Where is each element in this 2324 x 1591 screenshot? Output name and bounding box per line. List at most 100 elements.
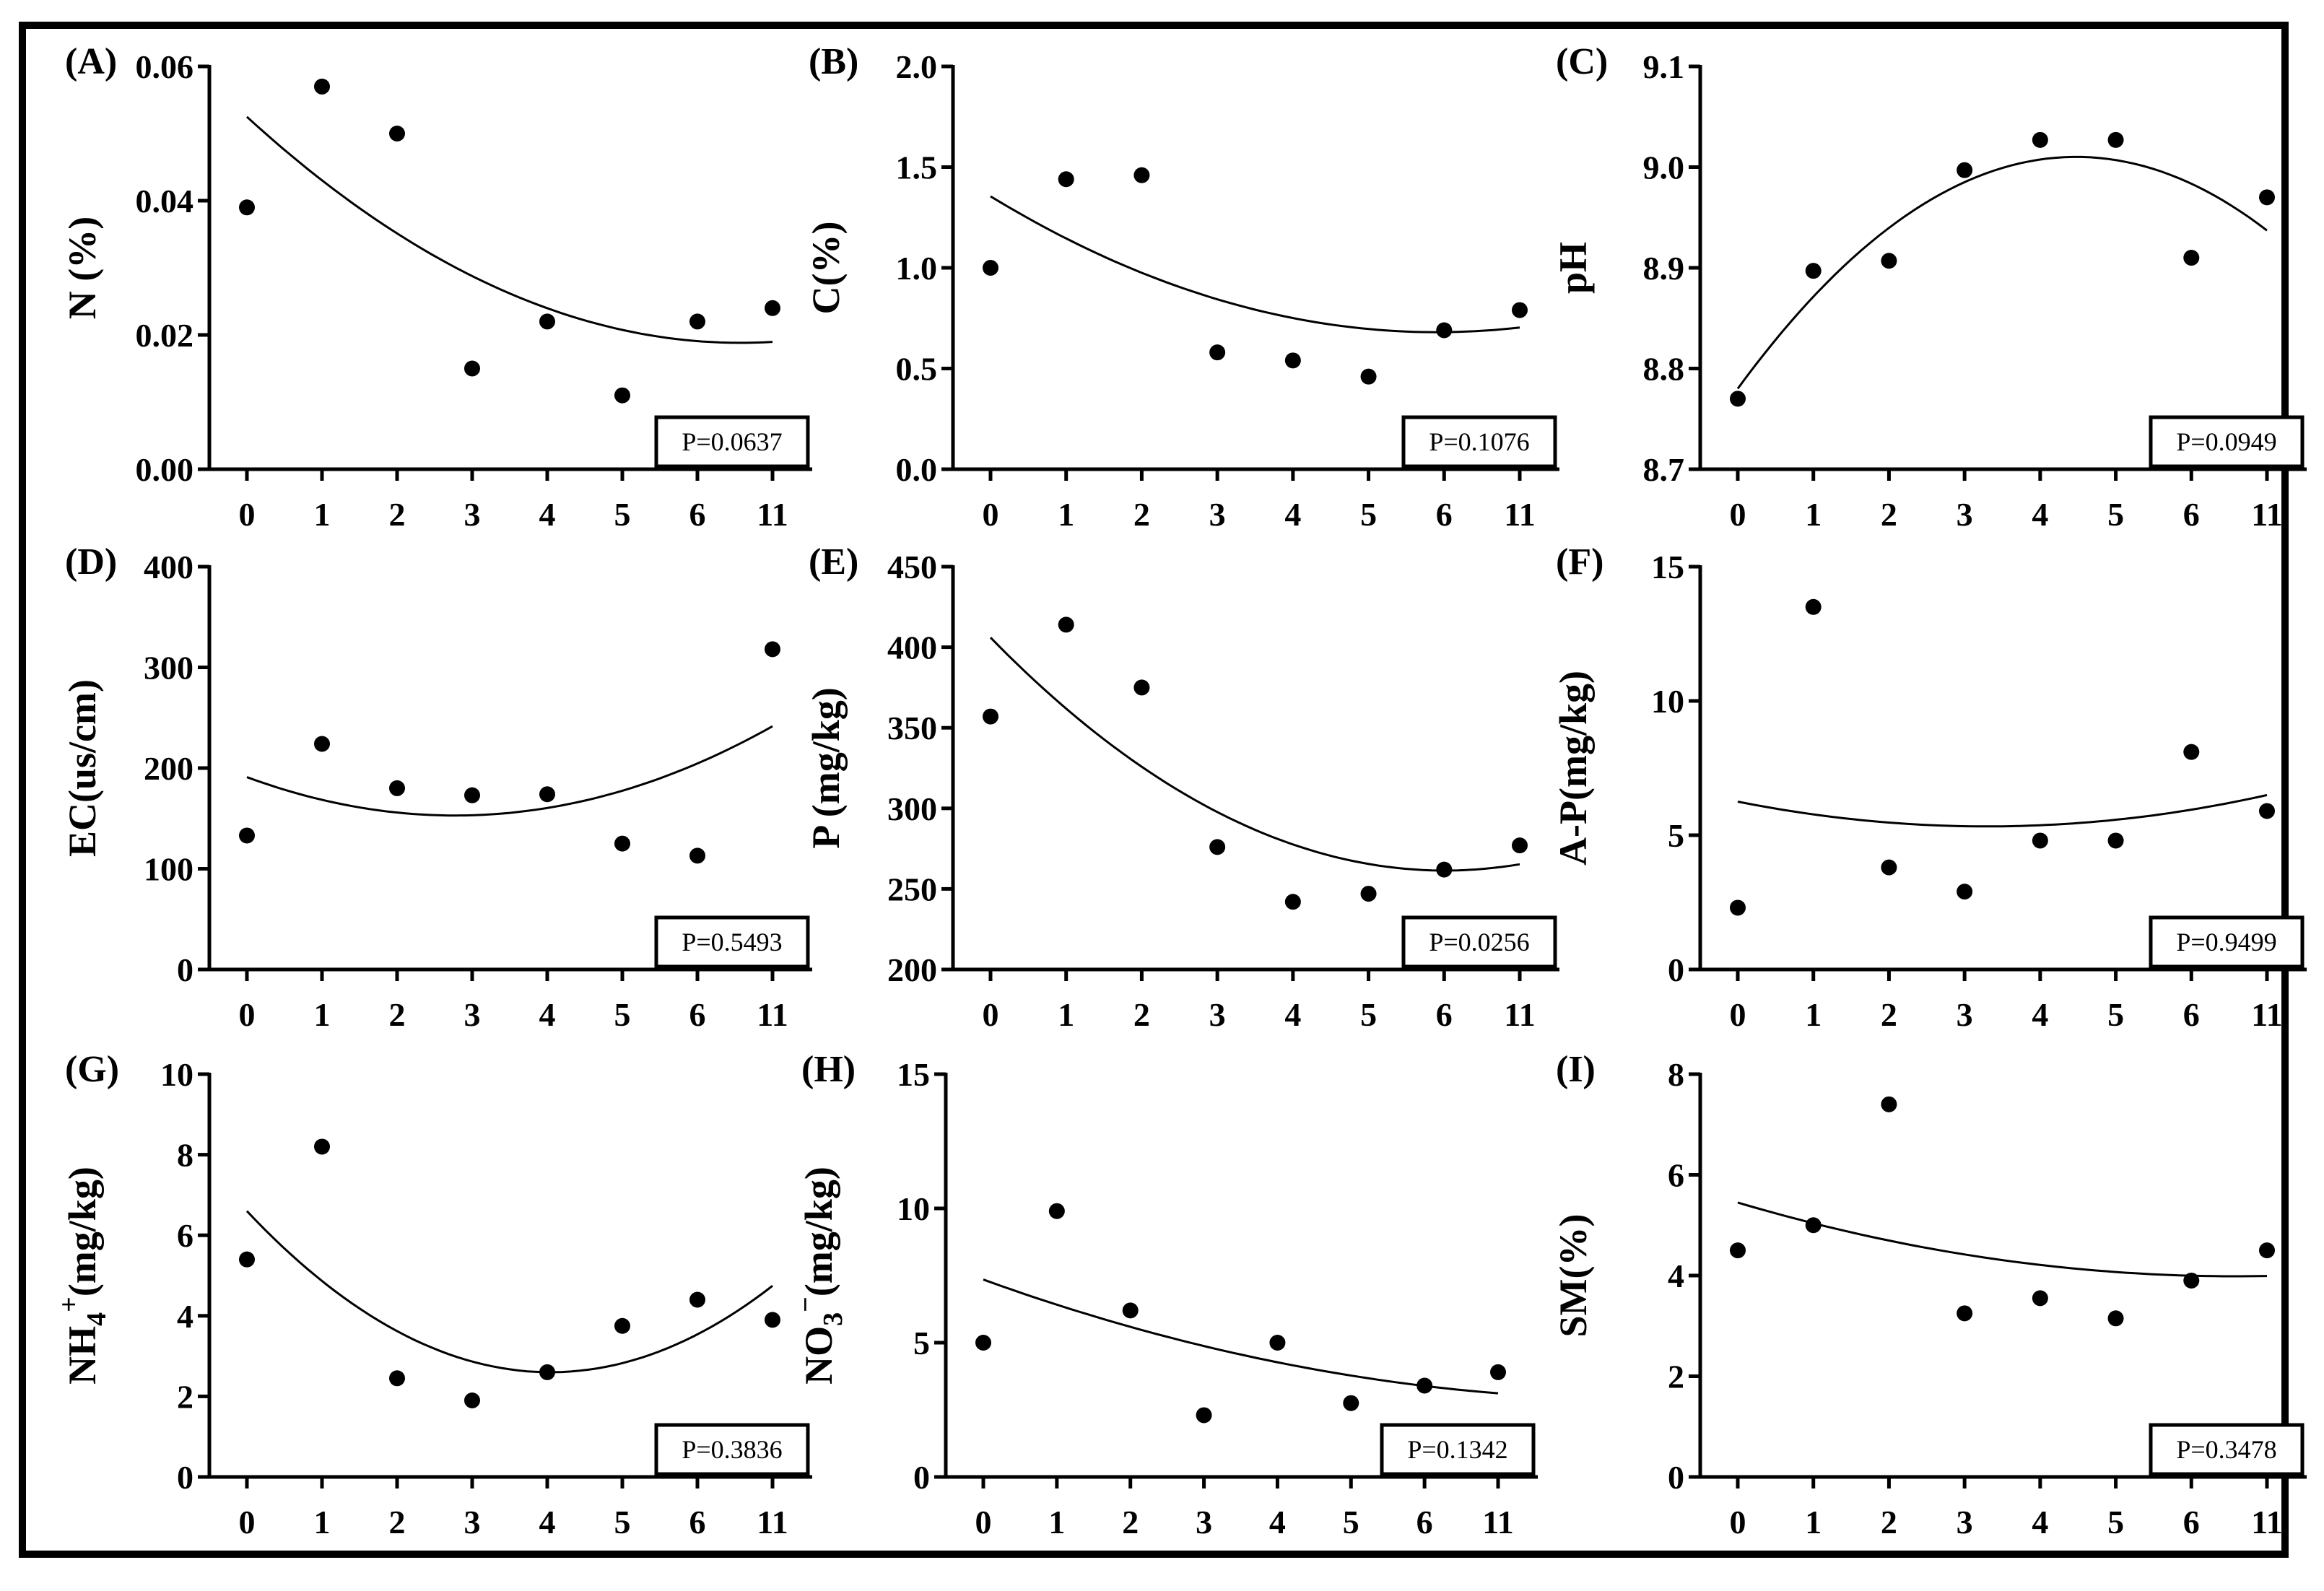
- p-value-text: P=0.5493: [682, 928, 782, 956]
- x-tick-label: 5: [614, 996, 631, 1033]
- panel-letter: (G): [65, 1049, 119, 1090]
- data-point: [1436, 861, 1453, 878]
- data-point: [314, 736, 330, 752]
- x-tick-label: 0: [983, 496, 999, 533]
- p-value-box: [654, 1423, 810, 1476]
- x-tick-label: 4: [1284, 496, 1301, 533]
- fit-curve: [1737, 793, 2268, 828]
- x-tick-label: 6: [2183, 996, 2200, 1033]
- y-tick-label: 450: [887, 549, 937, 585]
- data-point: [389, 780, 405, 796]
- x-tick-label: 1: [314, 496, 331, 533]
- y-tick-label: 0: [177, 1459, 193, 1496]
- data-point: [464, 787, 480, 803]
- x-tick-label: 2: [389, 496, 406, 533]
- data-point: [1436, 322, 1453, 339]
- panel-f: 0 5 10 15 0 1 2 3 4 5 6 11 P=0.9499 (F) A-P(mg/kg): [1551, 541, 2307, 1033]
- data-point: [1805, 263, 1822, 279]
- figure-frame: [19, 22, 2289, 1558]
- panel-b: 0.0 0.5 1.0 1.5 2.0 0 1 2 3 4 5 6 11 P=0.1076 (B) C(%): [804, 41, 1559, 533]
- p-value-box: [1380, 1423, 1536, 1476]
- data-point: [2107, 1310, 2124, 1327]
- data-point: [239, 827, 255, 844]
- y-tick-label: 9.1: [1643, 48, 1685, 85]
- x-tick-label: 4: [2032, 996, 2048, 1033]
- data-point: [1957, 1305, 1973, 1322]
- data-point: [539, 786, 555, 803]
- x-tick-label: 0: [239, 996, 256, 1033]
- panel-d: 0 100 200 300 400 0 1 2 3 4 5 6 11 P=0.5493 (D) EC(us/c…: [61, 541, 812, 1033]
- y-axis-label: C(%): [804, 222, 848, 315]
- x-tick-label: 1: [1805, 996, 1822, 1033]
- y-tick-label: 8.8: [1643, 351, 1685, 388]
- x-tick-label: 4: [2032, 1504, 2048, 1540]
- data-point: [239, 199, 255, 216]
- y-tick-label: 6: [177, 1217, 193, 1254]
- data-point: [1881, 859, 1897, 876]
- data-point: [314, 78, 330, 95]
- p-value-text: P=0.0256: [1429, 928, 1529, 956]
- x-tick-label: 5: [2107, 1504, 2124, 1540]
- x-tick-label: 11: [757, 996, 788, 1033]
- x-tick-label: 11: [1504, 496, 1535, 533]
- x-tick-label: 5: [2107, 496, 2124, 533]
- data-point: [2259, 1242, 2275, 1259]
- x-tick-label: 6: [2183, 496, 2200, 533]
- y-tick-label: 0: [177, 951, 193, 988]
- y-tick-label: 0.00: [136, 451, 194, 488]
- y-tick-label: 300: [887, 790, 937, 827]
- p-value-box: [1401, 915, 1557, 969]
- data-point: [389, 126, 405, 141]
- p-value-box: [2149, 415, 2305, 468]
- data-point: [2032, 131, 2048, 148]
- x-tick-label: 1: [1048, 1504, 1065, 1540]
- x-tick-label: 11: [1504, 996, 1535, 1033]
- data-point: [614, 387, 630, 404]
- data-point: [389, 1370, 405, 1387]
- p-value-text: P=0.0637: [682, 427, 782, 456]
- data-point: [1133, 679, 1150, 696]
- x-tick-label: 5: [1360, 996, 1377, 1033]
- data-point: [689, 847, 705, 864]
- data-point: [983, 708, 998, 725]
- x-tick-label: 0: [1730, 996, 1746, 1033]
- data-point: [539, 1364, 555, 1380]
- x-tick-label: 11: [757, 496, 788, 533]
- panel-g: 0 2 4 6 8 10 0 1 2 3 4 5 6 11 P=0.3836 (G) NH4+(mg/kg): [54, 1049, 812, 1540]
- panel-a: 0.00 0.02 0.04 0.06 0 1 2 3 4 5 6 11 P=0.0637 (A) N (%…: [61, 41, 812, 533]
- p-value-text: P=0.9499: [2176, 928, 2276, 956]
- data-point: [2183, 250, 2200, 266]
- p-value-box: [2149, 915, 2305, 969]
- x-tick-label: 11: [2251, 996, 2282, 1033]
- y-axis-label: A-P(mg/kg): [1551, 671, 1595, 866]
- data-point: [314, 1138, 330, 1155]
- data-point: [1881, 1096, 1897, 1112]
- data-point: [1284, 894, 1301, 910]
- y-axis-label: NO3−(mg/kg): [791, 1167, 848, 1385]
- y-tick-label: 100: [144, 851, 193, 888]
- y-tick-label: 200: [144, 750, 193, 787]
- x-tick-label: 6: [1436, 496, 1453, 533]
- x-tick-label: 4: [1269, 1504, 1286, 1540]
- y-tick-label: 4: [1668, 1257, 1684, 1294]
- x-tick-label: 3: [464, 1504, 481, 1540]
- data-point: [2032, 1290, 2048, 1307]
- x-tick-label: 0: [1730, 496, 1746, 533]
- y-tick-label: 10: [160, 1056, 193, 1093]
- fit-curve: [983, 1278, 1499, 1395]
- panel-letter: (A): [65, 41, 117, 82]
- data-point: [1209, 344, 1226, 361]
- p-value-box: [1401, 415, 1557, 468]
- y-tick-label: 15: [1651, 549, 1684, 585]
- data-point: [983, 260, 998, 276]
- data-point: [1209, 839, 1226, 855]
- fit-curve: [245, 115, 773, 344]
- x-tick-label: 3: [1209, 996, 1226, 1033]
- y-tick-label: 0: [1668, 951, 1684, 988]
- data-point: [614, 1317, 630, 1334]
- y-tick-label: 5: [913, 1325, 930, 1361]
- y-tick-label: 200: [887, 951, 937, 988]
- x-tick-label: 0: [983, 996, 999, 1033]
- p-value-text: P=0.0949: [2176, 427, 2276, 456]
